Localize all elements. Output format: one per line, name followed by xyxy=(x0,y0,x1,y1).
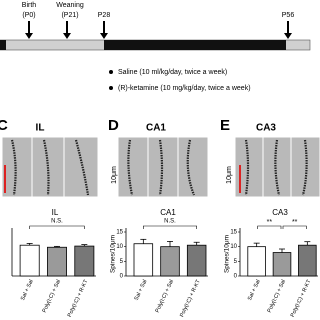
x-tick-label: Sal + Sal xyxy=(20,279,35,302)
x-tick-label: Poly(I:C) + Sal xyxy=(42,279,62,314)
timeline-label: P28 xyxy=(98,12,111,19)
panel-letter: C xyxy=(0,117,8,134)
panel-title: CA1 xyxy=(146,123,166,134)
y-axis-label: Spines/10μm xyxy=(110,235,117,273)
y-tick-label: 15 xyxy=(116,230,123,236)
legend-bullet xyxy=(109,70,113,74)
y-tick-label: 5 xyxy=(234,259,238,265)
chart-title: CA3 xyxy=(272,208,288,217)
bar xyxy=(133,243,154,277)
bracket xyxy=(29,225,85,229)
x-tick-label: Poly(I:C) + R-KT xyxy=(179,278,202,318)
scale-label: 10μm xyxy=(226,166,233,184)
y-tick-label: 10 xyxy=(116,244,123,250)
legend-bullet xyxy=(109,86,113,90)
chart-title: CA1 xyxy=(160,208,176,217)
bracket xyxy=(257,225,282,229)
panel-title: IL xyxy=(36,123,45,134)
chart-title: IL xyxy=(52,208,59,217)
legend-text: Saline (10 ml/kg/day, twice a week) xyxy=(118,69,227,76)
x-tick-label: Poly(I:C) + Sal xyxy=(267,279,287,314)
timeline-label: (P21) xyxy=(61,12,78,19)
scale-label: 10μm xyxy=(111,166,118,184)
y-tick-label: 15 xyxy=(230,230,237,236)
y-tick-label: 10 xyxy=(230,244,237,250)
bar xyxy=(47,246,67,277)
x-tick-label: Sal + Sal xyxy=(134,279,149,302)
bar xyxy=(74,245,95,277)
bar xyxy=(272,252,292,277)
panel-title: CA3 xyxy=(256,123,276,134)
x-tick-label: Poly(I:C) + R-KT xyxy=(290,278,313,318)
bar xyxy=(19,244,40,277)
x-tick-label: Poly(I:C) + Sal xyxy=(155,279,175,314)
y-tick-label: 0 xyxy=(120,274,124,280)
timeline-label: (P0) xyxy=(22,12,35,19)
bar xyxy=(247,246,266,277)
timeline-arrows xyxy=(25,21,292,39)
y-axis-label: Spines/10μm xyxy=(224,235,231,273)
timeline-label: Weaning xyxy=(56,2,84,9)
timeline-label: P56 xyxy=(282,12,295,19)
annotation: ** xyxy=(292,219,298,226)
panel-letter: E xyxy=(220,117,230,134)
bar xyxy=(298,244,317,277)
timeline-label: Birth xyxy=(22,2,37,9)
timeline-segment xyxy=(0,40,6,50)
y-tick-label: 5 xyxy=(120,259,124,265)
legend-text: (R)-ketamine (10 mg/kg/day, twice a week… xyxy=(118,85,251,92)
y-tick-label: 0 xyxy=(234,274,238,280)
annotation: N.S. xyxy=(164,219,176,225)
annotation: ** xyxy=(267,219,273,226)
timeline-segment xyxy=(104,40,286,50)
bracket xyxy=(282,225,307,229)
annotation: N.S. xyxy=(51,219,63,225)
panel-letter: D xyxy=(108,117,119,134)
x-tick-label: Poly(I:C) + R-KT xyxy=(67,278,90,318)
bracket xyxy=(143,225,197,229)
photos xyxy=(1,136,320,198)
bar xyxy=(186,244,207,277)
bar xyxy=(160,246,180,277)
x-tick-label: Sal + Sal xyxy=(247,279,262,302)
